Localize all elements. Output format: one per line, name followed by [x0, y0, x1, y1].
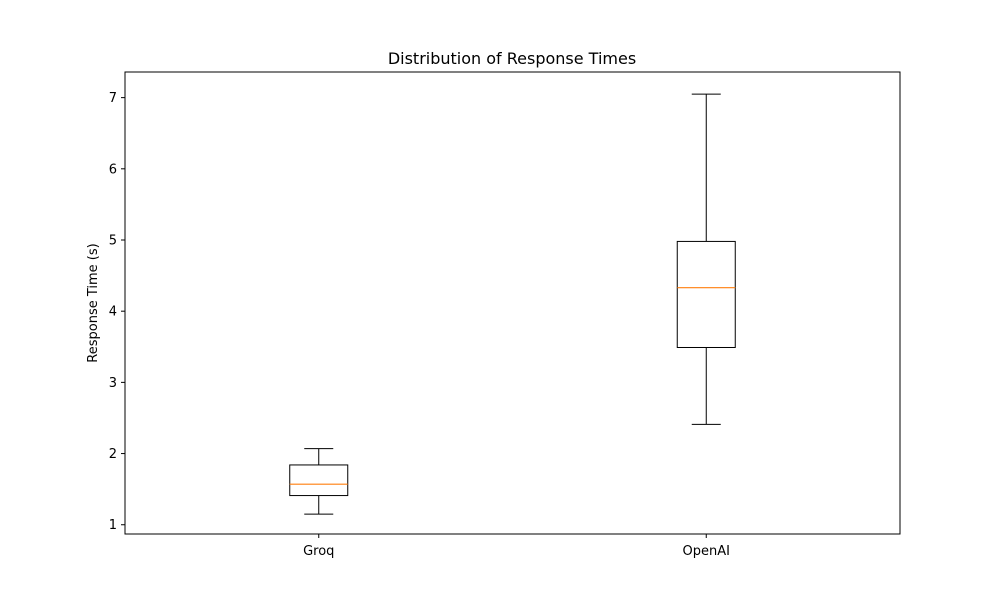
groq-box — [289, 464, 349, 497]
y-tick-label: 1 — [109, 518, 117, 533]
axes-frame — [124, 71, 901, 535]
y-tick-label: 2 — [109, 447, 117, 462]
y-tick-label: 4 — [109, 305, 117, 320]
y-tick-label: 7 — [109, 91, 117, 106]
y-tick-label: 6 — [109, 162, 117, 177]
x-tick-label: Groq — [303, 544, 334, 559]
plot-area: 1 2 3 4 5 6 7 Groq OpenAI — [109, 91, 736, 559]
y-tick-label: 3 — [109, 376, 117, 391]
chart-title: Distribution of Response Times — [388, 49, 636, 68]
y-axis-label: Response Time (s) — [86, 243, 101, 362]
openai-box — [676, 240, 736, 348]
x-tick-label: OpenAI — [683, 544, 730, 559]
y-tick-label: 5 — [109, 234, 117, 249]
